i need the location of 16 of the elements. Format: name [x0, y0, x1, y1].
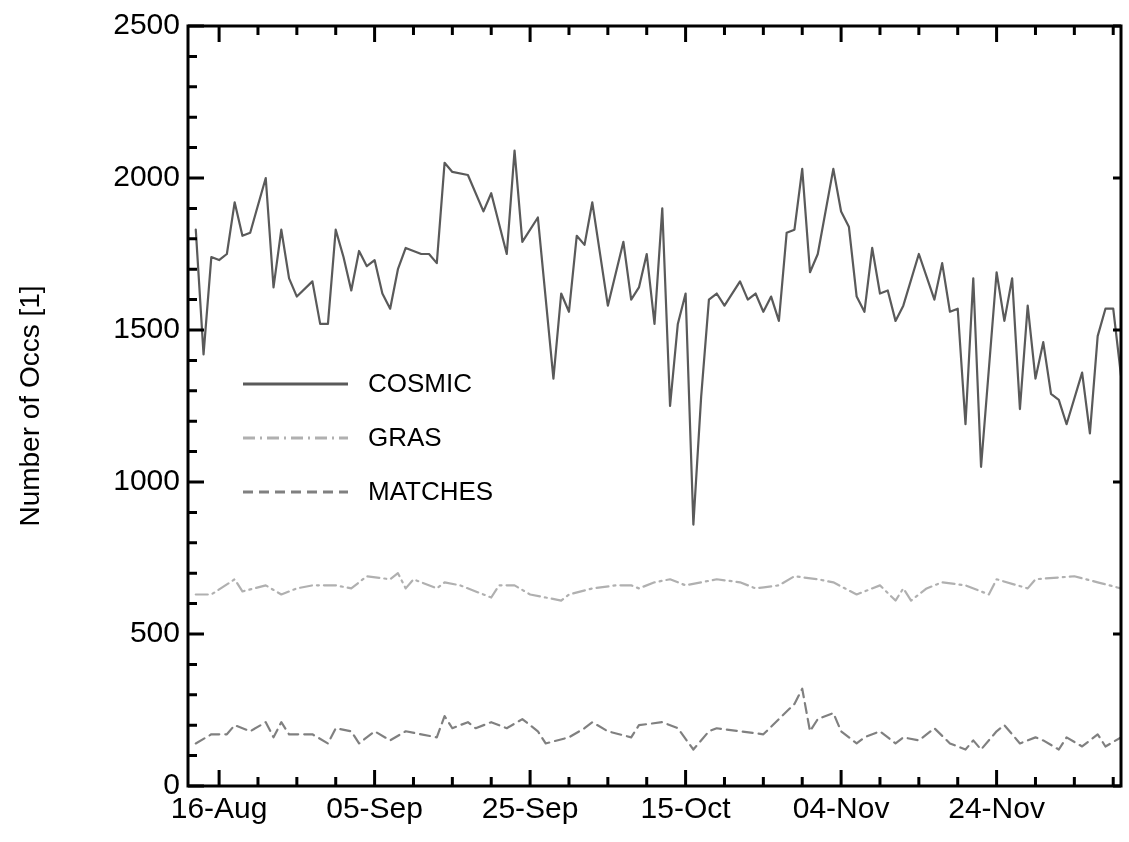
legend-label: GRAS — [368, 422, 442, 453]
x-tick-label: 24-Nov — [948, 791, 1045, 825]
y-tick-label: 1000 — [113, 463, 180, 497]
line-series — [194, 687, 1121, 751]
x-tick-label: 25-Sep — [481, 791, 579, 825]
y-tick-label: 2000 — [113, 159, 180, 193]
y-tick-label: 1500 — [113, 311, 180, 345]
x-tick-label: 15-Oct — [640, 791, 732, 825]
line-series — [194, 572, 1121, 602]
y-tick-label: 2500 — [113, 7, 180, 41]
legend-label: COSMIC — [368, 368, 472, 399]
y-axis-title: Number of Occs [1] — [13, 285, 45, 527]
x-tick-label: 04-Nov — [792, 791, 890, 825]
x-tick-label: 05-Sep — [326, 791, 423, 825]
legend-label: MATCHES — [368, 476, 494, 507]
y-tick-label: 500 — [129, 615, 180, 649]
